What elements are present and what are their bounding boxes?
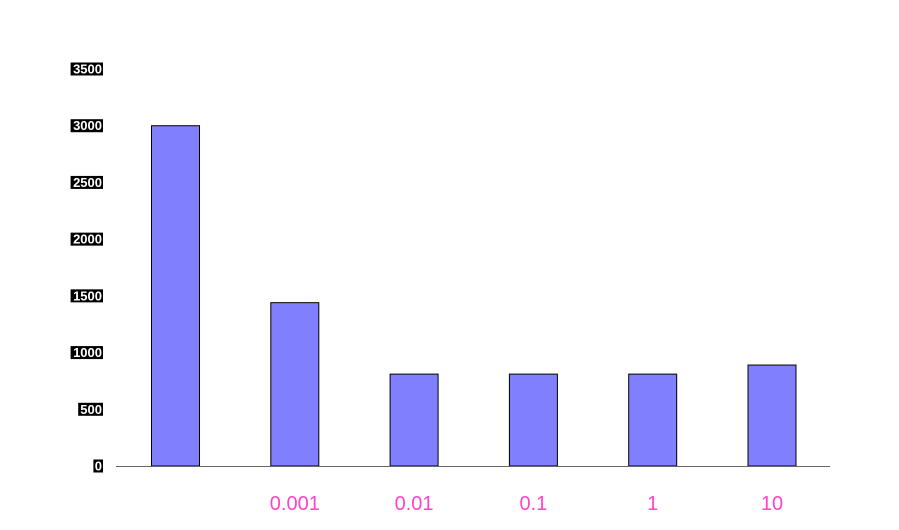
x-tick-label: 10 [761,493,783,515]
y-tick-label: 3500 [73,62,102,77]
x-tick-label: 0.01 [395,493,434,515]
y-tick-label: 1500 [73,288,102,303]
y-tick-label: 3000 [73,118,102,133]
y-tick-label: 500 [80,402,102,417]
y-tick-bg [78,402,103,416]
x-axis-ticks: 0.001 0.01 0.1 1 10 [270,493,783,515]
y-tick-bg [70,119,103,133]
bar [628,373,678,467]
bar [389,373,439,467]
y-tick-bg [93,459,103,473]
x-tick-label: 0.1 [519,493,547,515]
bar [747,364,797,467]
y-axis-ticks: 0 500 1000 1500 2000 2500 3000 3500 [70,62,103,474]
y-tick-label: 2000 [73,232,102,247]
y-tick-label: 1000 [73,345,102,360]
y-tick-label: 2500 [73,175,102,190]
bar [270,302,320,467]
y-tick-bg [70,346,103,360]
y-tick-bg [70,289,103,303]
y-tick-bg [70,232,103,246]
y-tick-bg [70,62,103,76]
bar [151,125,200,467]
y-tick-bg [70,175,103,189]
bar [508,373,558,467]
x-tick-label: 1 [647,493,658,515]
x-tick-label: 0.001 [270,493,320,515]
bars-group [151,125,797,467]
y-tick-label: 0 [95,459,102,474]
